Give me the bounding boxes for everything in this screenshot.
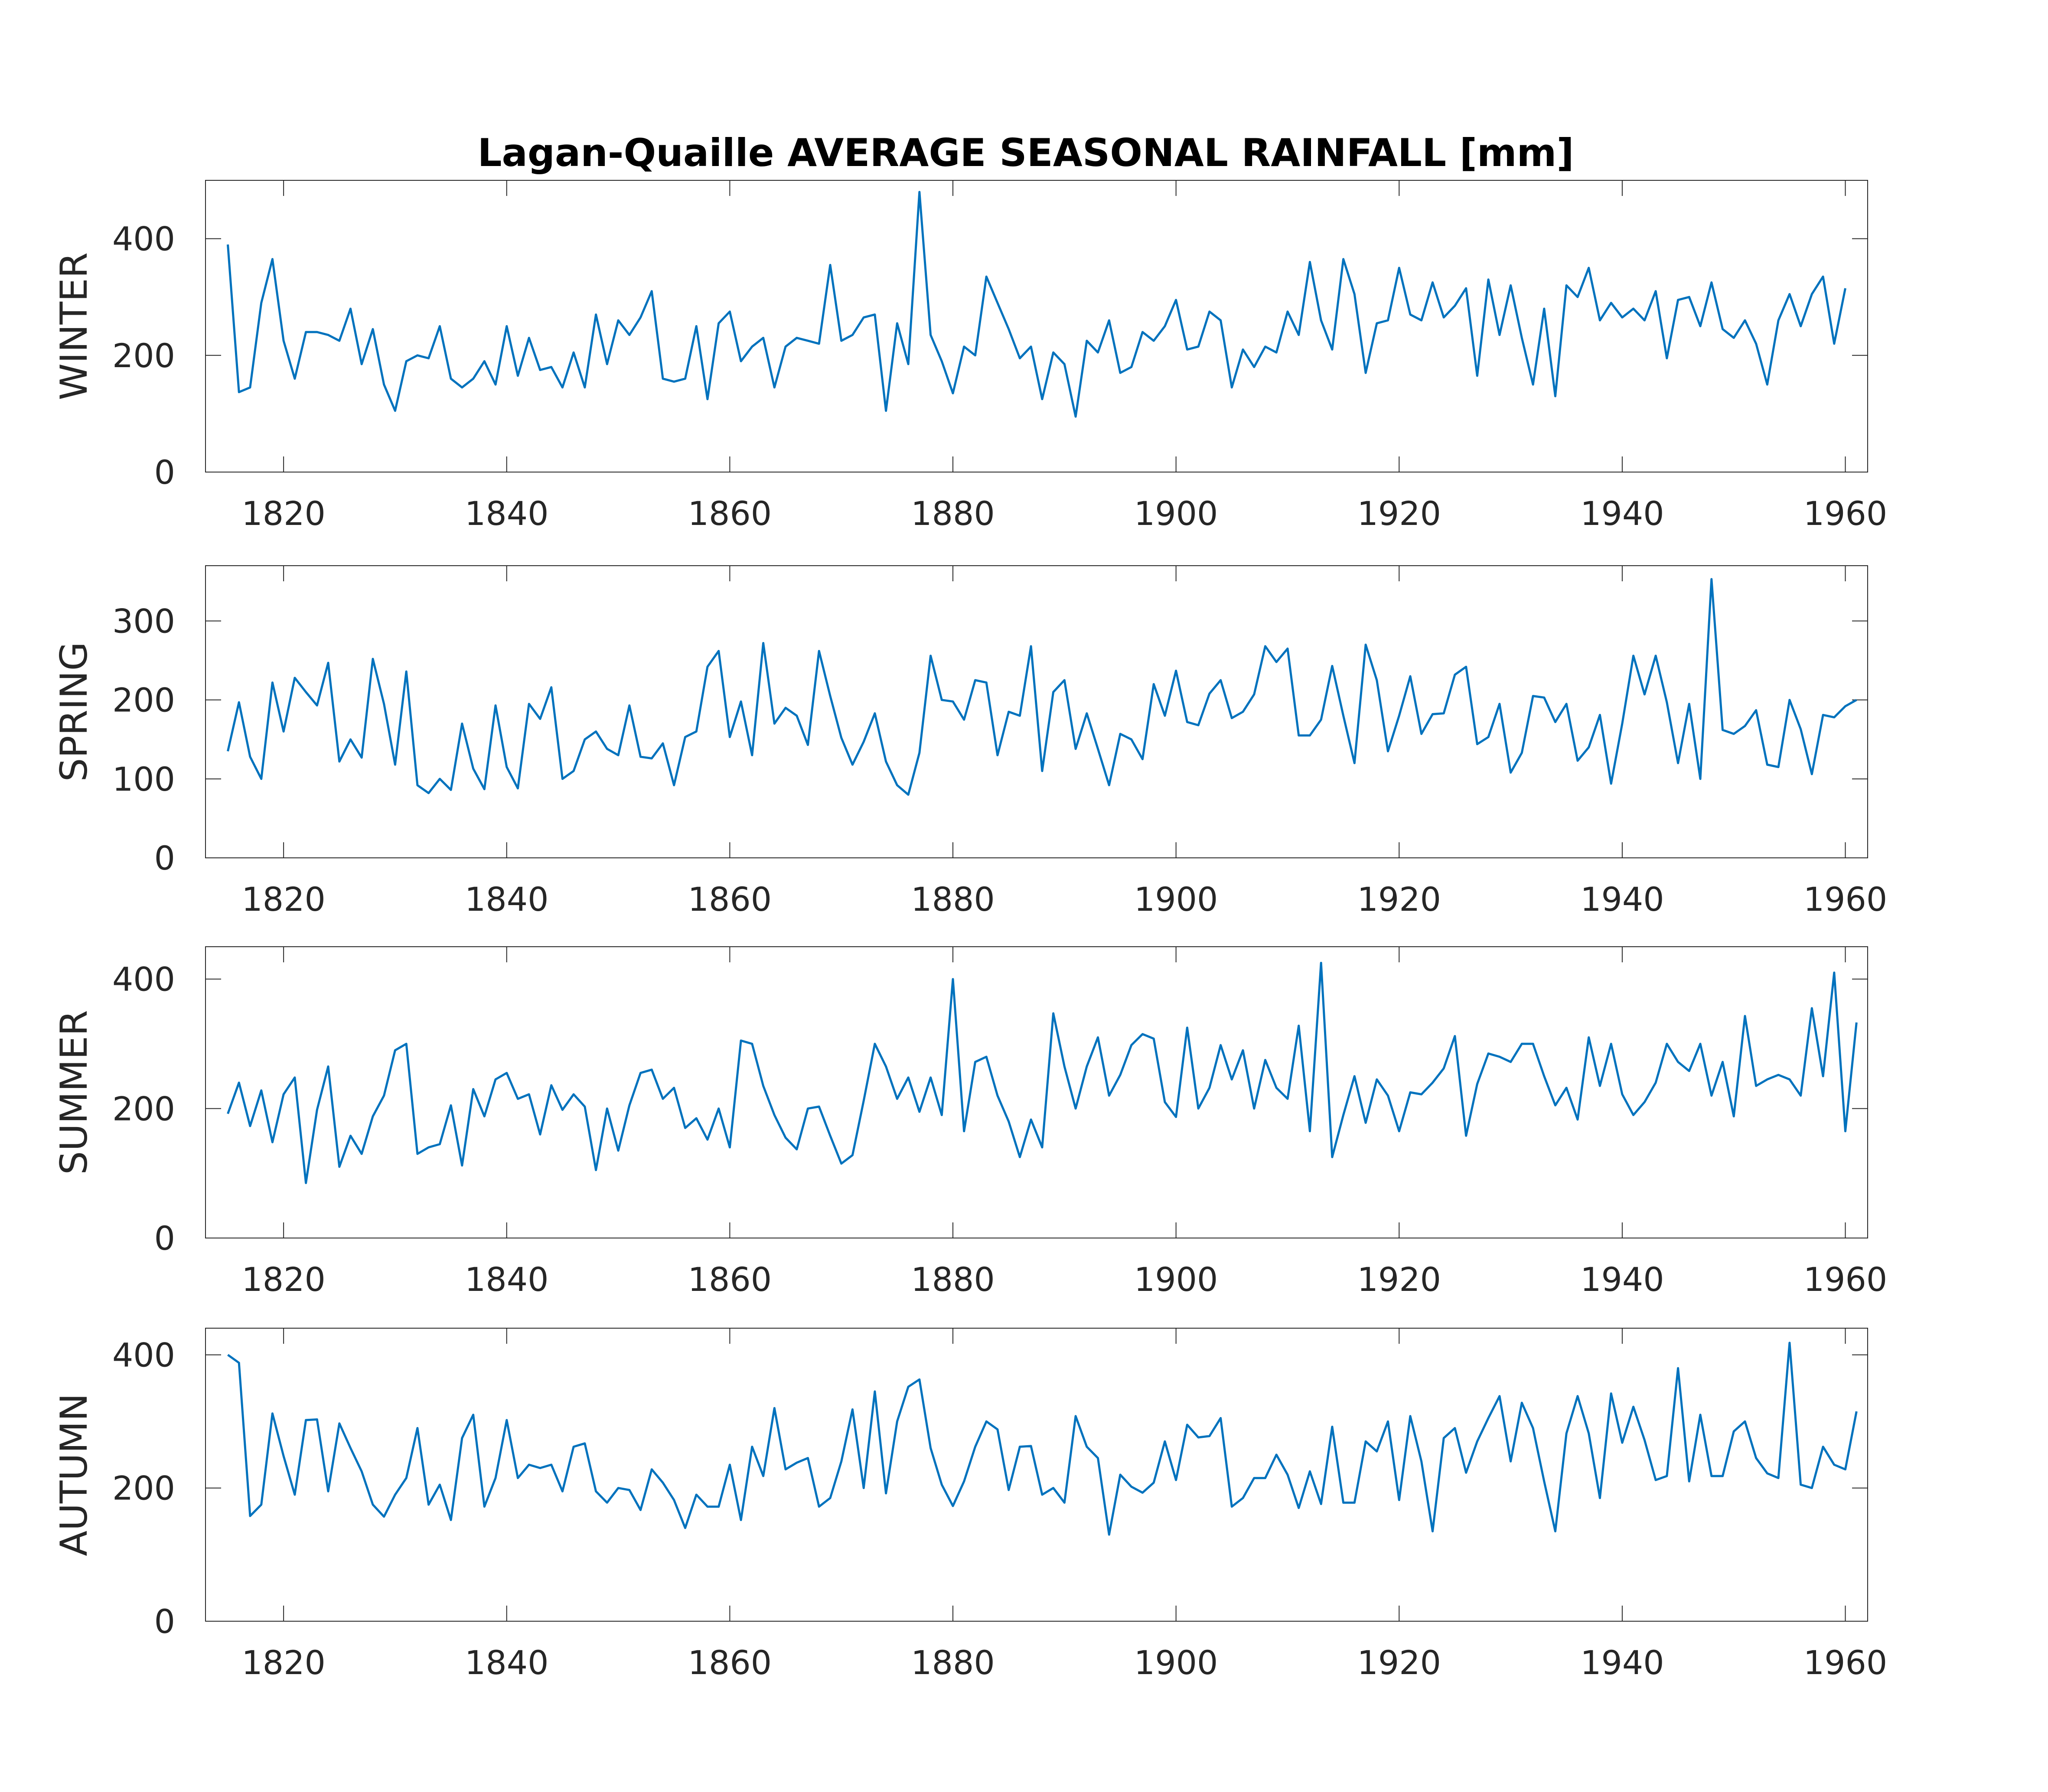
spring-ytick-label-0: 0 (154, 839, 175, 877)
chart-title: Lagan-Quaille AVERAGE SEASONAL RAINFALL … (477, 130, 1574, 175)
summer-axes-frame (205, 946, 1868, 1238)
winter-xtick-label-1900: 1900 (1134, 494, 1218, 533)
summer-xtick-label-1940: 1940 (1580, 1260, 1664, 1299)
summer-xtick-label-1900: 1900 (1134, 1260, 1218, 1299)
spring-series-line (227, 578, 1857, 796)
summer-xtick-label-1820: 1820 (241, 1260, 325, 1299)
spring-xtick-label-1840: 1840 (465, 880, 548, 919)
autumn-ylabel: AUTUMN (52, 1393, 96, 1556)
summer-xtick-label-1920: 1920 (1357, 1260, 1441, 1299)
summer-xtick-label-1960: 1960 (1803, 1260, 1887, 1299)
autumn-ytick-label-400: 400 (112, 1336, 175, 1374)
spring-xtick-label-1900: 1900 (1134, 880, 1218, 919)
autumn-xtick-label-1940: 1940 (1580, 1643, 1664, 1682)
spring-xtick-label-1920: 1920 (1357, 880, 1441, 919)
winter-xtick-label-1840: 1840 (465, 494, 548, 533)
winter-panel: 1820 1840 1860 1880 1900 1920 1940 1960 0 200 400 W… (52, 180, 1887, 533)
autumn-xtick-label-1960: 1960 (1803, 1643, 1887, 1682)
autumn-panel: 1820 1840 1860 1880 1900 1920 1940 1960 0 200 400 A… (52, 1328, 1887, 1682)
autumn-xtick-label-1920: 1920 (1357, 1643, 1441, 1682)
summer-xtick-label-1880: 1880 (911, 1260, 995, 1299)
autumn-xtick-label-1860: 1860 (688, 1643, 772, 1682)
winter-xtick-label-1960: 1960 (1803, 494, 1887, 533)
winter-xtick-label-1920: 1920 (1357, 494, 1441, 533)
spring-panel: 1820 1840 1860 1880 1900 1920 1940 1960 0 100 200 3… (52, 565, 1887, 919)
winter-xtick-label-1820: 1820 (241, 494, 325, 533)
spring-xtick-label-1880: 1880 (911, 880, 995, 919)
spring-ylabel: SPRING (52, 642, 96, 782)
winter-ytick-label-0: 0 (154, 453, 175, 492)
autumn-ytick-label-200: 200 (112, 1469, 175, 1508)
autumn-xtick-label-1900: 1900 (1134, 1643, 1218, 1682)
autumn-ytick-label-0: 0 (154, 1602, 175, 1641)
summer-ytick-label-400: 400 (112, 960, 175, 999)
autumn-xtick-label-1880: 1880 (911, 1643, 995, 1682)
panels-group: 1820 1840 1860 1880 1900 1920 1940 1960 0 200 400 W… (52, 180, 1887, 1682)
winter-xtick-label-1860: 1860 (688, 494, 772, 533)
spring-xtick-label-1860: 1860 (688, 880, 772, 919)
winter-ytick-label-400: 400 (112, 220, 175, 258)
spring-xtick-label-1820: 1820 (241, 880, 325, 919)
winter-ylabel: WINTER (52, 252, 96, 400)
autumn-series-line (227, 1342, 1858, 1536)
autumn-xtick-label-1840: 1840 (465, 1643, 548, 1682)
spring-ytick-label-200: 200 (112, 681, 175, 720)
summer-ylabel: SUMMER (52, 1010, 96, 1175)
summer-ytick-label-0: 0 (154, 1219, 175, 1258)
summer-series-line (227, 961, 1858, 1184)
winter-series-line (227, 191, 1846, 418)
winter-xtick-label-1940: 1940 (1580, 494, 1664, 533)
autumn-xtick-label-1820: 1820 (241, 1643, 325, 1682)
summer-xtick-label-1840: 1840 (465, 1260, 548, 1299)
spring-xtick-label-1960: 1960 (1803, 880, 1887, 919)
summer-panel: 1820 1840 1860 1880 1900 1920 1940 1960 0 200 400 S… (52, 946, 1887, 1299)
spring-xtick-label-1940: 1940 (1580, 880, 1664, 919)
summer-xtick-label-1860: 1860 (688, 1260, 772, 1299)
spring-ytick-label-300: 300 (112, 602, 175, 641)
spring-ytick-label-100: 100 (112, 760, 175, 798)
summer-ytick-label-200: 200 (112, 1089, 175, 1128)
winter-axes-frame (205, 180, 1868, 472)
winter-ytick-label-200: 200 (112, 336, 175, 375)
winter-xtick-label-1880: 1880 (911, 494, 995, 533)
